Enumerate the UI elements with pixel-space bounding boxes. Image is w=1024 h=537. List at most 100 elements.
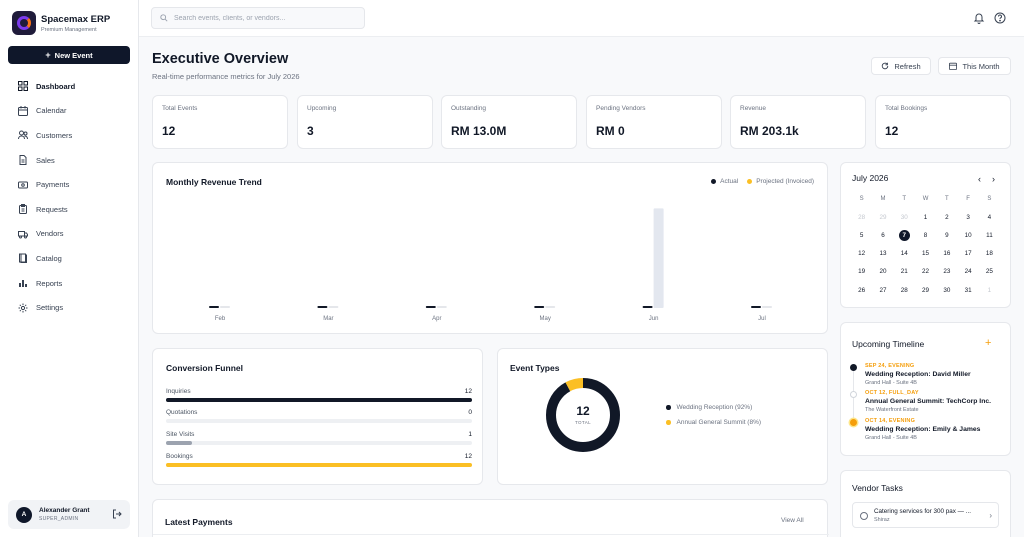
calendar-day[interactable]: 14 [900, 250, 908, 258]
calendar-day[interactable]: 24 [964, 268, 972, 276]
calendar-day[interactable]: 26 [858, 286, 866, 294]
calendar-day[interactable]: 22 [922, 268, 930, 276]
sidebar-item-dashboard[interactable]: Dashboard [0, 74, 139, 99]
calendar-day[interactable]: 18 [985, 250, 993, 258]
help-icon[interactable] [994, 12, 1006, 24]
view-all-link[interactable]: View All [781, 517, 804, 524]
plus-icon: + [45, 50, 51, 60]
calendar-day[interactable]: 13 [879, 250, 887, 258]
bar-chart-icon [18, 278, 28, 288]
bar-projected-feb[interactable] [220, 306, 230, 308]
calendar-day[interactable]: 20 [879, 268, 887, 276]
latest-payments-card: Latest Payments [152, 499, 829, 537]
funnel-track [166, 398, 472, 402]
calendar-day[interactable]: 30 [900, 213, 908, 221]
bar-projected-apr[interactable] [436, 306, 447, 308]
timeline-add-button[interactable]: + [985, 337, 992, 349]
bar-actual-mar[interactable] [317, 306, 328, 308]
users-icon [18, 130, 28, 140]
calendar-day[interactable]: 6 [881, 231, 885, 239]
bar-projected-may[interactable] [545, 306, 556, 308]
search-icon [160, 14, 168, 22]
calendar-day[interactable]: 27 [879, 286, 887, 294]
bar-actual-jun[interactable] [642, 306, 653, 308]
vendor-task-item[interactable]: Catering services for 300 pax — ... Shir… [852, 502, 999, 528]
bar-projected-jun[interactable] [653, 208, 664, 308]
calendar-day[interactable]: 21 [900, 268, 908, 276]
calendar-day[interactable]: 28 [900, 286, 908, 294]
timeline-event-name: Wedding Reception: Emily & James [865, 426, 981, 433]
calendar-day[interactable]: 2 [945, 213, 949, 221]
calendar-day[interactable]: 1 [923, 213, 928, 221]
bar-actual-feb[interactable] [209, 306, 219, 308]
calendar-day[interactable]: 12 [858, 250, 866, 258]
x-tick-label: May [540, 316, 551, 322]
sidebar-item-customers[interactable]: Customers [0, 123, 139, 148]
funnel-label: Site Visits [166, 431, 195, 438]
calendar-weekday: T [945, 196, 949, 203]
funnel-label: Inquiries [166, 388, 191, 395]
sidebar-item-label: Payments [36, 180, 70, 190]
top-bar [139, 0, 1024, 37]
sidebar-item-reports[interactable]: Reports [0, 271, 139, 296]
search-input[interactable] [174, 14, 354, 22]
calendar-next-button[interactable]: › [992, 174, 995, 184]
funnel-value: 0 [468, 409, 472, 416]
calendar-day[interactable]: 8 [923, 231, 928, 239]
calendar-day[interactable]: 11 [986, 231, 993, 239]
timeline-dot [850, 364, 857, 371]
logout-icon[interactable] [112, 509, 122, 519]
calendar-day[interactable]: 29 [879, 213, 887, 221]
sidebar-item-requests[interactable]: Requests [0, 197, 139, 222]
calendar-prev-button[interactable]: ‹ [978, 174, 981, 184]
user-card[interactable]: A Alexander Grant SUPER_ADMIN [8, 500, 130, 529]
bar-actual-may[interactable] [534, 306, 545, 308]
sidebar-item-payments[interactable]: Payments [0, 172, 139, 197]
bar-projected-mar[interactable] [328, 306, 339, 308]
bar-projected-jul[interactable] [762, 306, 772, 308]
calendar-weekday: S [859, 196, 864, 203]
calendar-day[interactable]: 29 [922, 286, 930, 294]
new-event-button[interactable]: + New Event [8, 46, 130, 64]
search-box[interactable] [151, 7, 365, 29]
calendar-day[interactable]: 1 [987, 286, 992, 294]
period-label: This Month [962, 61, 1000, 71]
brand[interactable]: Spacemax ERP Premium Management [12, 11, 110, 35]
stat-label: Upcoming [307, 105, 337, 112]
calendar-day[interactable]: 16 [943, 250, 951, 258]
calendar-day[interactable]: 31 [964, 286, 972, 294]
calendar-day[interactable]: 3 [966, 213, 970, 221]
calendar-icon [949, 62, 958, 70]
calendar-day-today[interactable]: 7 [894, 226, 915, 244]
sidebar-item-label: Vendors [36, 229, 64, 239]
bar-actual-apr[interactable] [425, 306, 436, 308]
sidebar-item-vendors[interactable]: Vendors [0, 222, 139, 247]
calendar-day[interactable]: 19 [858, 268, 866, 276]
calendar-day[interactable]: 28 [858, 213, 866, 221]
calendar-day[interactable]: 10 [964, 231, 972, 239]
calendar-day[interactable]: 15 [922, 250, 930, 258]
sidebar-nav: Dashboard Calendar Customers Sales Payme… [0, 74, 139, 320]
sidebar-item-catalog[interactable]: Catalog [0, 246, 139, 271]
timeline-location: Grand Hall - Suite 4B [865, 435, 917, 441]
calendar-day[interactable]: 9 [945, 231, 949, 239]
payments-title: Latest Payments [165, 517, 233, 527]
calendar-day[interactable]: 5 [859, 231, 864, 239]
calendar-day[interactable]: 17 [964, 250, 972, 258]
stat-label: Total Events [162, 105, 198, 112]
calendar-day[interactable]: 25 [985, 268, 993, 276]
bell-icon[interactable] [973, 12, 985, 24]
sidebar-item-sales[interactable]: Sales [0, 148, 139, 173]
funnel-label: Quotations [166, 409, 198, 416]
task-checkbox[interactable] [860, 512, 868, 520]
brand-logo-icon [12, 11, 36, 35]
bar-actual-jul[interactable] [751, 306, 761, 308]
period-selector-button[interactable]: This Month [938, 57, 1011, 75]
sidebar-item-calendar[interactable]: Calendar [0, 99, 139, 124]
calendar-day[interactable]: 30 [943, 286, 951, 294]
calendar-day[interactable]: 4 [987, 213, 992, 221]
calendar-day[interactable]: 23 [943, 268, 951, 276]
sidebar-item-settings[interactable]: Settings [0, 295, 139, 320]
refresh-button[interactable]: Refresh [871, 57, 931, 75]
stat-value: 12 [162, 124, 176, 138]
